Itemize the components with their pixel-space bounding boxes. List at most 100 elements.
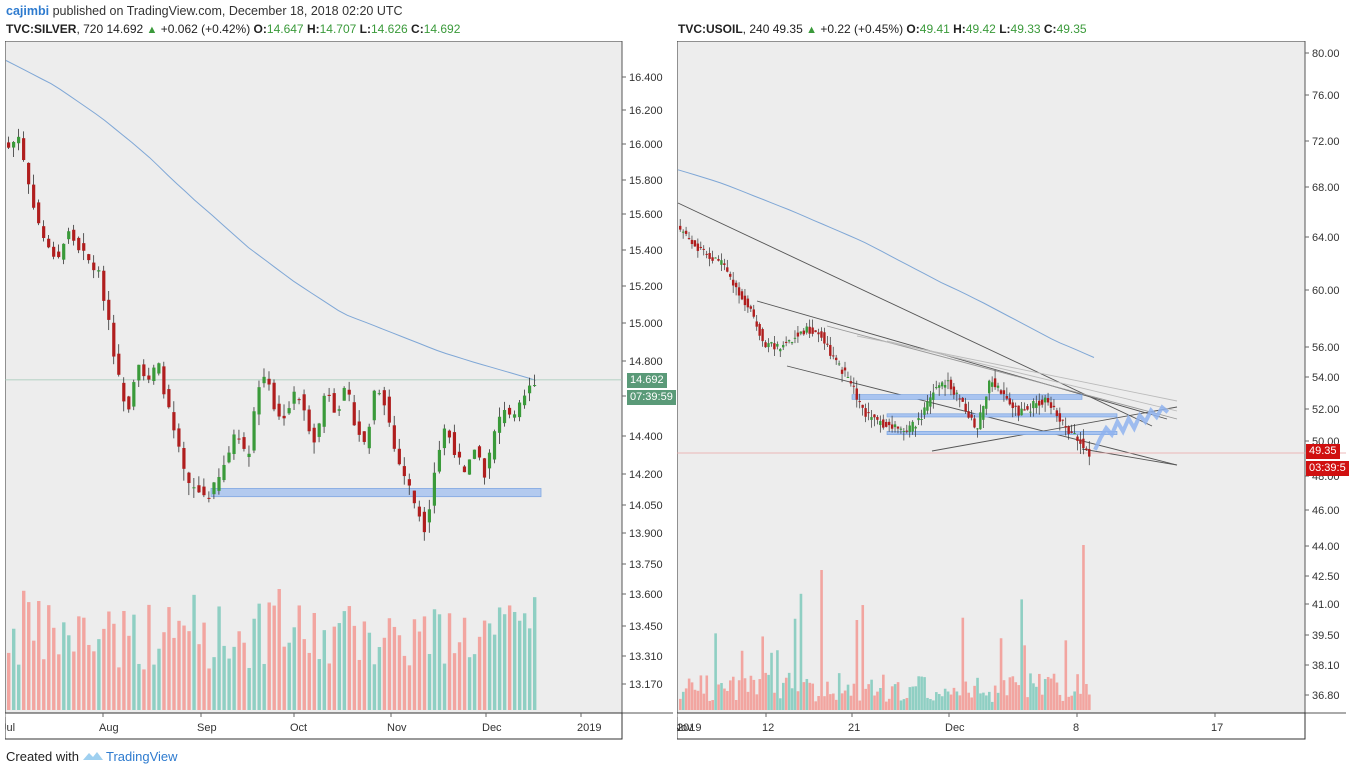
candle-body <box>858 401 861 403</box>
volume-bar <box>885 701 888 710</box>
candle-body <box>352 402 356 426</box>
volume-bar <box>247 667 251 710</box>
volume-bar <box>292 627 296 710</box>
volume-bar <box>532 597 537 710</box>
ma-line <box>5 60 537 381</box>
x-tick-label: Nov <box>387 722 407 734</box>
y-tick-label: 68.00 <box>1312 182 1340 194</box>
plot-area <box>5 41 623 714</box>
candle-body <box>790 342 794 344</box>
volume-bar <box>1082 545 1085 710</box>
y-tick-label: 13.310 <box>629 651 663 663</box>
candle-body <box>197 485 201 493</box>
candle-body <box>487 452 492 469</box>
volume-bar <box>1038 673 1041 710</box>
volume-bar <box>690 682 694 710</box>
volume-bar <box>507 605 512 710</box>
candle-body <box>1011 402 1014 409</box>
x-tick-label: Sep <box>197 722 217 734</box>
volume-bar <box>749 675 753 710</box>
volume-bar <box>457 642 462 710</box>
candle-body <box>708 253 711 259</box>
support-zone <box>210 488 542 498</box>
y-tick-label: 41.00 <box>1312 599 1340 611</box>
created-with-text: Created with <box>6 749 79 764</box>
candle-body <box>829 344 832 356</box>
volume-bar <box>681 691 685 710</box>
silver-chart-svg[interactable]: 16.400 16.200 16.000 15.800 15.600 15.400 15.2… <box>5 41 673 740</box>
candle-body <box>402 466 406 477</box>
volume-bar <box>1008 677 1012 710</box>
candle-body <box>699 246 702 248</box>
tradingview-link[interactable]: TradingView <box>106 749 178 764</box>
volume-bar <box>302 639 306 710</box>
candle-body <box>27 162 31 185</box>
y-tick-label: 36.80 <box>1312 690 1340 702</box>
y-tick-label: 46.00 <box>1312 505 1340 517</box>
y-tick-label: 15.600 <box>629 209 663 221</box>
candle-body <box>973 418 976 428</box>
candle-body <box>77 237 81 251</box>
volume-bar <box>517 620 522 710</box>
volume-bar <box>879 688 882 710</box>
volume-bar <box>22 590 26 710</box>
volume-bar <box>758 679 762 710</box>
volume-bar <box>929 699 932 710</box>
candle-body <box>932 392 935 400</box>
tradingview-logo-icon <box>82 750 103 761</box>
volume-bar <box>237 631 241 710</box>
volume-bar <box>1073 691 1076 710</box>
volume-bar <box>808 682 812 710</box>
candle-body <box>861 404 864 408</box>
candle-body <box>1076 436 1079 441</box>
silver-chart-pane[interactable]: 16.400 16.200 16.000 15.800 15.600 15.400 15.2… <box>5 41 676 740</box>
volume-bar <box>272 605 276 710</box>
candle-body <box>823 332 826 344</box>
volume-bar <box>811 683 815 710</box>
volume-bar <box>705 675 709 710</box>
volume-bar <box>112 623 116 710</box>
volume-bar <box>973 685 976 710</box>
candle-body <box>817 332 820 335</box>
volume-bar <box>137 663 141 710</box>
candle-body <box>132 382 136 407</box>
volume-bar <box>42 659 46 710</box>
candle-body <box>22 138 26 161</box>
candle-body <box>232 434 236 455</box>
volume-bar <box>937 694 941 710</box>
candle-body <box>870 417 873 420</box>
legend-last: 14.692 <box>106 22 144 36</box>
author-name[interactable]: cajimbi <box>6 4 50 18</box>
volume-bar <box>684 688 688 710</box>
candle-body <box>731 279 735 286</box>
silver-legend: TVC:SILVER, 720 14.692 ▲ +0.062 (+0.42%)… <box>6 22 461 36</box>
candle-body <box>267 378 271 385</box>
candle-body <box>1079 439 1082 444</box>
candle-body <box>187 472 191 484</box>
volume-bar <box>779 698 782 710</box>
candle-body <box>322 395 326 427</box>
volume-bar <box>177 620 181 710</box>
oil-chart-svg[interactable]: 80.00 76.00 72.00 68.00 64.00 60.00 56.00 54.00… <box>677 41 1346 740</box>
volume-bar <box>890 686 894 710</box>
volume-bar <box>993 685 997 710</box>
y-tick-label: 13.750 <box>629 559 663 571</box>
volume-bar <box>122 610 126 710</box>
candle-body <box>926 401 929 411</box>
volume-bar <box>1079 693 1082 710</box>
y-tick-label: 52.00 <box>1312 404 1340 416</box>
projection-path <box>1093 404 1170 451</box>
volume-bar <box>1032 683 1035 710</box>
candle-body <box>955 392 959 394</box>
volume-bar <box>227 658 231 710</box>
volume-bar <box>843 690 847 710</box>
candle-body <box>137 364 141 381</box>
candle-body <box>292 391 296 404</box>
volume-bar <box>72 651 76 710</box>
candle-body <box>811 327 814 334</box>
oil-chart-pane[interactable]: 80.00 76.00 72.00 68.00 64.00 60.00 56.00 54.00… <box>677 41 1349 740</box>
volume-bar <box>437 614 442 710</box>
volume-bar <box>107 611 111 710</box>
candle-body <box>422 511 426 533</box>
candle-body <box>397 448 401 465</box>
